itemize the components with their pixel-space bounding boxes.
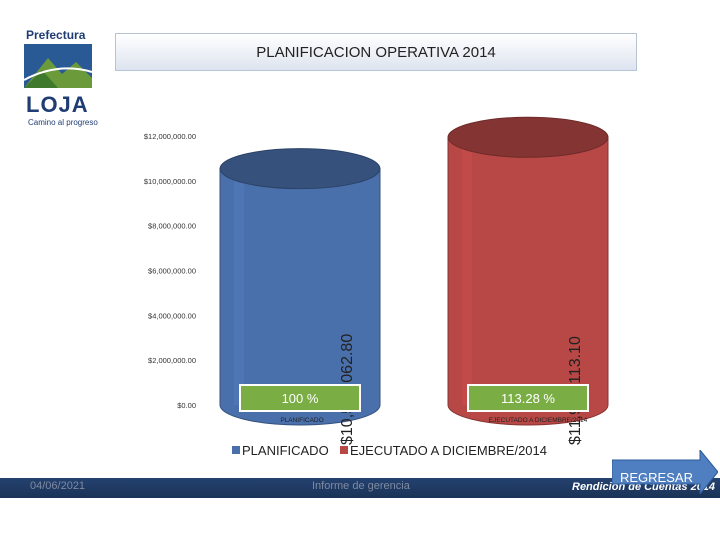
- y-tick-label: $12,000,000.00: [144, 132, 196, 141]
- logo-sub-text: Camino al progreso: [28, 118, 98, 127]
- prefectura-logo: Prefectura LOJA Camino al progreso: [18, 22, 98, 132]
- logo-top-text: Prefectura: [26, 28, 86, 42]
- percent-label: 100 %: [282, 391, 319, 406]
- chart-title: PLANIFICACION OPERATIVA 2014: [256, 43, 496, 61]
- legend-swatch: [340, 446, 348, 454]
- footer-center-text: Informe de gerencia: [312, 480, 410, 492]
- x-category-label: EJECUTADO A DICIEMBRE/2014: [489, 417, 588, 424]
- legend-label: PLANIFICADO: [242, 443, 329, 458]
- regresar-button[interactable]: REGRESAR: [612, 450, 718, 494]
- bar-highlight: [234, 168, 244, 405]
- x-category-label: PLANIFICADO: [280, 417, 323, 424]
- logo-mountains-icon: [23, 44, 93, 88]
- bar-top: [219, 148, 381, 190]
- logo-main-text: LOJA: [26, 92, 89, 117]
- percent-badge: [239, 384, 361, 412]
- y-tick-label: $8,000,000.00: [148, 222, 196, 231]
- footer-date: 04/06/2021: [30, 480, 86, 492]
- y-tick-label: $4,000,000.00: [148, 311, 196, 320]
- y-tick-label: $6,000,000.00: [148, 267, 196, 276]
- title-box: PLANIFICACION OPERATIVA 2014: [115, 33, 637, 71]
- chart: $12,000,000.00 $10,000,000.00 $8,000,000.0…: [144, 116, 609, 458]
- bar-top: [447, 116, 609, 158]
- y-tick-label: $10,000,000.00: [144, 177, 196, 186]
- footer-bar: 04/06/2021 Informe de gerencia Rendición…: [0, 478, 720, 498]
- bar-body: [219, 168, 381, 426]
- legend-label: EJECUTADO A DICIEMBRE/2014: [350, 443, 547, 458]
- arrow-right-icon: [612, 450, 718, 494]
- percent-badge: [467, 384, 589, 412]
- y-tick-label: $2,000,000.00: [148, 356, 196, 365]
- regresar-label: REGRESAR: [620, 470, 693, 485]
- bar-body: [447, 136, 609, 426]
- bar-highlight: [462, 137, 472, 405]
- legend-swatch: [232, 446, 240, 454]
- percent-label: 113.28 %: [501, 391, 555, 406]
- y-tick-label: $0.00: [177, 401, 196, 410]
